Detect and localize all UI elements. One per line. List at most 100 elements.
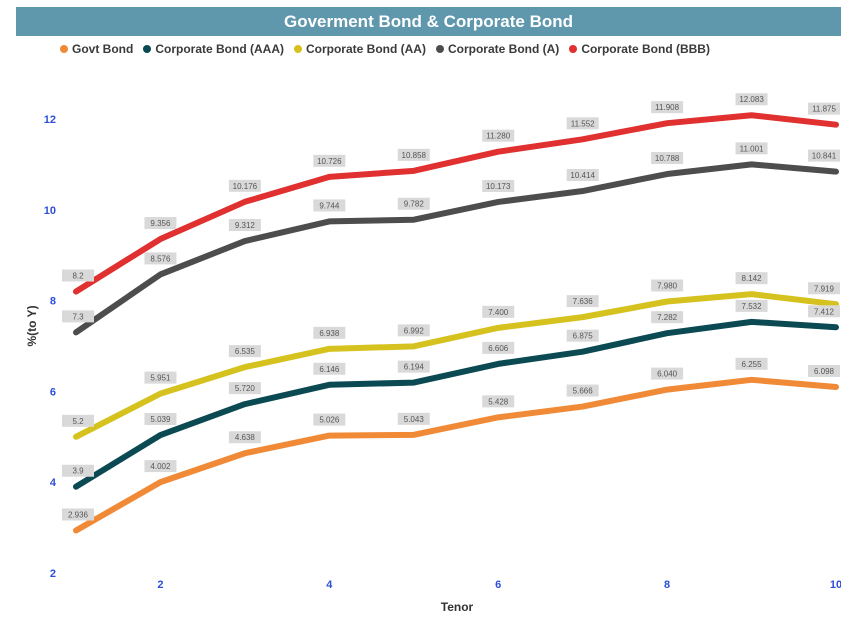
data-label: 4.638 xyxy=(235,433,256,442)
data-label-box xyxy=(228,345,261,358)
data-label: 6.146 xyxy=(319,365,340,374)
data-label-box xyxy=(566,384,599,397)
data-label-box xyxy=(482,305,515,318)
legend-label: Govt Bond xyxy=(72,42,134,56)
data-label-box xyxy=(313,413,346,426)
data-label: 6.255 xyxy=(742,360,763,369)
data-label-box xyxy=(651,279,684,292)
data-label-box xyxy=(482,395,515,408)
legend-label: Corporate Bond (AAA) xyxy=(155,42,284,56)
data-label: 6.040 xyxy=(657,370,678,379)
series-line[interactable] xyxy=(73,318,839,490)
data-label: 9.312 xyxy=(235,221,256,230)
legend-item[interactable]: Corporate Bond (AAA) xyxy=(143,42,284,56)
data-label-box xyxy=(144,252,177,265)
data-label: 5.951 xyxy=(150,374,171,383)
y-tick-label: 12 xyxy=(44,114,56,126)
x-tick-label: 4 xyxy=(326,579,333,591)
series-line[interactable] xyxy=(73,291,839,440)
legend-marker-icon xyxy=(60,45,68,53)
data-label-box xyxy=(62,414,94,427)
data-label: 7.3 xyxy=(72,312,84,321)
legend-item[interactable]: Corporate Bond (BBB) xyxy=(569,42,710,56)
data-label-box xyxy=(228,179,261,192)
data-label-box xyxy=(397,360,430,373)
x-tick-label: 10 xyxy=(830,579,841,591)
data-label-box xyxy=(397,197,430,210)
data-label-box xyxy=(144,460,177,473)
data-label: 7.282 xyxy=(657,313,678,322)
data-label: 8.142 xyxy=(742,274,763,283)
data-label-box xyxy=(808,102,840,115)
data-label: 5.428 xyxy=(488,397,509,406)
data-label-box xyxy=(651,101,684,114)
data-label: 7.636 xyxy=(573,297,594,306)
data-label-box xyxy=(62,508,94,521)
data-label: 2.936 xyxy=(68,511,89,520)
data-label-box xyxy=(313,326,346,339)
data-label: 10.858 xyxy=(402,151,427,160)
data-label: 10.841 xyxy=(812,152,837,161)
data-label: 7.532 xyxy=(742,302,763,311)
data-label-box xyxy=(651,152,684,165)
data-label: 6.535 xyxy=(235,347,256,356)
data-label: 6.194 xyxy=(404,363,425,372)
series-line[interactable] xyxy=(73,112,839,295)
chart-title: Goverment Bond & Corporate Bond xyxy=(16,7,841,36)
data-label: 3.9 xyxy=(72,467,84,476)
series-line[interactable] xyxy=(73,161,839,336)
data-label-box xyxy=(482,179,515,192)
data-label-box xyxy=(735,93,768,106)
data-label-box xyxy=(228,219,261,232)
data-label: 11.001 xyxy=(740,144,764,153)
data-label: 5.039 xyxy=(150,415,171,424)
legend-marker-icon xyxy=(569,45,578,53)
data-label: 10.726 xyxy=(317,157,342,166)
data-label-box xyxy=(144,217,177,230)
data-label: 7.412 xyxy=(814,307,835,316)
data-label-box xyxy=(397,412,430,425)
y-axis-title: %(to Y) xyxy=(25,305,39,346)
data-label: 9.356 xyxy=(150,219,171,228)
data-label-box xyxy=(482,341,515,354)
data-label: 6.606 xyxy=(488,344,509,353)
series-line[interactable] xyxy=(73,376,839,534)
data-label: 7.400 xyxy=(488,308,509,317)
data-label: 8.576 xyxy=(150,254,171,263)
data-label-box xyxy=(566,295,599,308)
data-label: 7.980 xyxy=(657,282,678,291)
data-label-box xyxy=(735,299,768,312)
data-label: 11.875 xyxy=(812,105,836,114)
data-label: 5.720 xyxy=(235,384,256,393)
y-tick-label: 10 xyxy=(44,205,56,217)
legend-item[interactable]: Corporate Bond (AA) xyxy=(293,42,426,56)
data-label-box xyxy=(808,364,840,377)
data-label: 5.2 xyxy=(72,417,84,426)
data-label: 6.098 xyxy=(814,367,835,376)
legend-item[interactable]: Govt Bond xyxy=(60,42,133,56)
chart-legend[interactable]: Govt Bond Corporate Bond (AAA) Corporate B… xyxy=(60,42,710,56)
data-label-box xyxy=(566,169,599,182)
legend-label: Corporate Bond (BBB) xyxy=(581,42,710,56)
data-label: 10.788 xyxy=(655,154,680,163)
legend-marker-icon xyxy=(435,45,444,53)
data-label-box xyxy=(397,324,430,337)
legend-marker-icon xyxy=(293,45,302,53)
data-label: 12.083 xyxy=(739,95,764,104)
data-label: 5.043 xyxy=(404,415,425,424)
data-label: 7.919 xyxy=(814,284,835,293)
y-tick-label: 4 xyxy=(50,477,57,489)
x-tick-label: 2 xyxy=(157,579,163,591)
data-label-box xyxy=(144,371,177,384)
legend-label: Corporate Bond (AA) xyxy=(305,42,426,56)
data-label: 10.173 xyxy=(486,182,511,191)
data-label-box xyxy=(735,272,768,285)
data-label-box xyxy=(62,310,94,323)
data-label: 11.908 xyxy=(655,103,679,112)
data-label-box xyxy=(313,199,346,212)
legend-label: Corporate Bond (A) xyxy=(447,42,560,56)
data-label-box xyxy=(313,154,346,167)
legend-item[interactable]: Corporate Bond (A) xyxy=(435,42,560,56)
data-label: 11.280 xyxy=(486,132,510,141)
